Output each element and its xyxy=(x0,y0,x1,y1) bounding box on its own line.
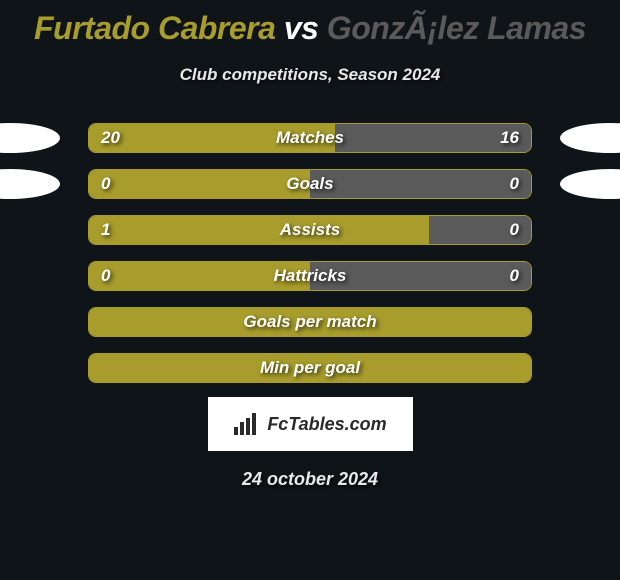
stat-bar: Matches20 16 xyxy=(88,123,532,153)
stat-value-right: 0 xyxy=(510,220,519,240)
logo: FcTables.com xyxy=(233,413,386,435)
stat-value-left: 0 xyxy=(101,266,110,286)
stat-row: Assists1 0 xyxy=(10,215,610,245)
stat-row: Goals per match xyxy=(10,307,610,337)
stats-chart: Matches2016Goals00Assists10Hattricks00Go… xyxy=(0,123,620,383)
stat-label: Matches xyxy=(89,128,531,148)
stat-row: Min per goal xyxy=(10,353,610,383)
player-oval-left xyxy=(0,169,60,199)
logo-box: FcTables.com xyxy=(208,397,413,451)
player-oval-right xyxy=(560,123,620,153)
player-oval-right xyxy=(560,169,620,199)
title-vs: vs xyxy=(284,10,319,46)
stat-label: Goals xyxy=(89,174,531,194)
stat-row: Hattricks0 0 xyxy=(10,261,610,291)
date-label: 24 october 2024 xyxy=(0,469,620,490)
stat-value-right: 0 xyxy=(510,266,519,286)
stat-label: Hattricks xyxy=(89,266,531,286)
stat-label: Min per goal xyxy=(89,358,531,378)
stat-row: Matches20 16 xyxy=(10,123,610,153)
logo-bars-icon xyxy=(233,413,261,435)
title-player-left: Furtado Cabrera xyxy=(34,10,275,46)
stat-value-left: 20 xyxy=(101,128,120,148)
logo-text: FcTables.com xyxy=(267,414,386,435)
stat-bar: Goals per match xyxy=(88,307,532,337)
comparison-title: Furtado Cabrera vs GonzÃ¡lez Lamas xyxy=(0,0,620,47)
stat-bar: Min per goal xyxy=(88,353,532,383)
stat-bar: Assists1 0 xyxy=(88,215,532,245)
stat-row: Goals0 0 xyxy=(10,169,610,199)
title-player-right: GonzÃ¡lez Lamas xyxy=(327,10,586,46)
stat-bar: Hattricks0 0 xyxy=(88,261,532,291)
stat-label: Goals per match xyxy=(89,312,531,332)
stat-value-left: 0 xyxy=(101,174,110,194)
player-oval-left xyxy=(0,123,60,153)
stat-value-right: 0 xyxy=(510,174,519,194)
stat-label: Assists xyxy=(89,220,531,240)
stat-value-left: 1 xyxy=(101,220,110,240)
subtitle: Club competitions, Season 2024 xyxy=(0,65,620,85)
stat-value-right: 16 xyxy=(500,128,519,148)
stat-bar: Goals0 0 xyxy=(88,169,532,199)
